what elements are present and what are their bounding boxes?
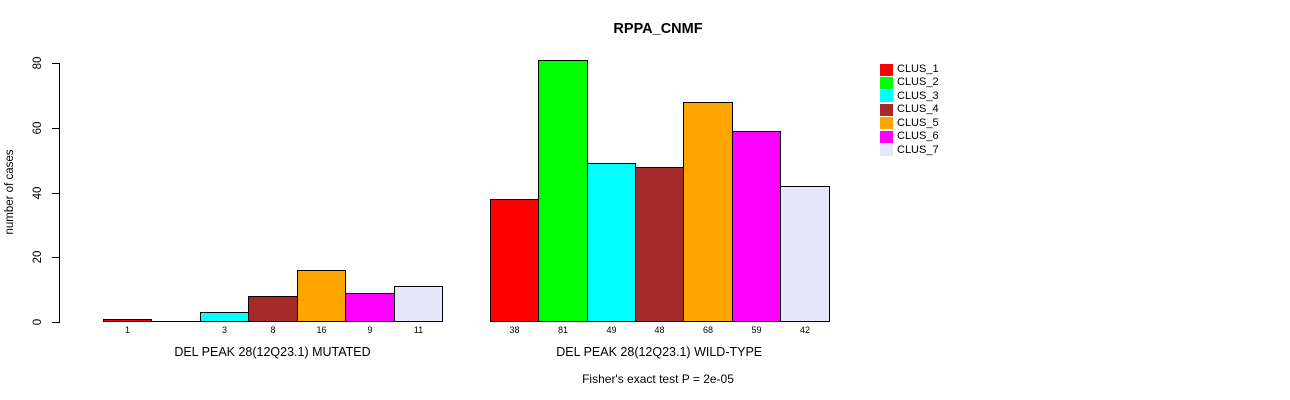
y-tick-mark — [52, 128, 60, 129]
bar-value-label: 3 — [221, 325, 227, 335]
y-tick-label: 40 — [32, 186, 44, 200]
legend-swatch — [880, 130, 893, 143]
y-tick-label: 20 — [32, 250, 44, 264]
legend-swatch — [880, 63, 893, 76]
legend-label: CLUS_5 — [897, 116, 939, 129]
bar-value-label: 81 — [557, 325, 568, 335]
bar-clus_6-mutated — [345, 293, 395, 322]
legend-label: CLUS_4 — [897, 103, 939, 116]
bar-value-label: 68 — [702, 325, 713, 335]
bar-value-label: 16 — [316, 325, 327, 335]
y-tick-label: 0 — [32, 318, 44, 326]
bar-value-label: 8 — [270, 325, 276, 335]
bar-clus_6-wild-type — [732, 131, 781, 322]
bar-clus_7-wild-type — [780, 186, 830, 322]
y-tick-mark — [52, 322, 60, 323]
bar-clus_1-wild-type — [490, 199, 539, 322]
bar-clus_5-mutated — [297, 270, 346, 322]
bar-clus_4-wild-type — [635, 167, 684, 322]
bar-clus_2-mutated — [151, 321, 201, 322]
bar-clus_3-mutated — [200, 312, 249, 322]
legend-label: CLUS_1 — [897, 63, 939, 75]
bar-clus_4-mutated — [248, 296, 298, 322]
y-tick-mark — [52, 257, 60, 258]
bar-clus_1-mutated — [103, 319, 152, 322]
bar-clus_2-wild-type — [538, 60, 588, 322]
y-tick-label: 60 — [32, 121, 44, 135]
bar-value-label: 1 — [124, 325, 130, 335]
x-group-label: DEL PEAK 28(12Q23.1) WILD-TYPE — [556, 344, 763, 359]
y-tick-mark — [52, 193, 60, 194]
legend-swatch — [880, 76, 893, 89]
bar-value-label: 38 — [509, 325, 520, 335]
y-tick-mark — [52, 63, 60, 64]
y-axis-label: number of cases — [4, 149, 16, 235]
bar-value-label: 42 — [799, 325, 810, 335]
bar-clus_7-mutated — [394, 286, 443, 322]
legend-label: CLUS_7 — [897, 143, 939, 156]
bar-value-label: 59 — [751, 325, 762, 335]
bar-value-label: 11 — [413, 325, 424, 335]
legend-swatch — [880, 144, 893, 157]
fisher-test-note: Fisher's exact test P = 2e-05 — [582, 372, 734, 386]
chart-title: RPPA_CNMF — [613, 21, 703, 37]
y-tick-label: 80 — [32, 56, 44, 70]
bar-clus_5-wild-type — [683, 102, 733, 322]
legend-swatch — [880, 117, 893, 130]
bar-value-label: 48 — [654, 325, 665, 335]
x-group-label: DEL PEAK 28(12Q23.1) MUTATED — [174, 344, 371, 359]
legend-label: CLUS_3 — [897, 89, 939, 102]
legend-label: CLUS_2 — [897, 76, 939, 89]
legend-swatch — [880, 103, 893, 116]
legend-swatch — [880, 90, 893, 103]
bar-clus_3-wild-type — [587, 163, 636, 322]
bar-value-label: 49 — [606, 325, 617, 335]
bar-value-label: 9 — [367, 325, 373, 335]
legend-label: CLUS_6 — [897, 130, 939, 143]
